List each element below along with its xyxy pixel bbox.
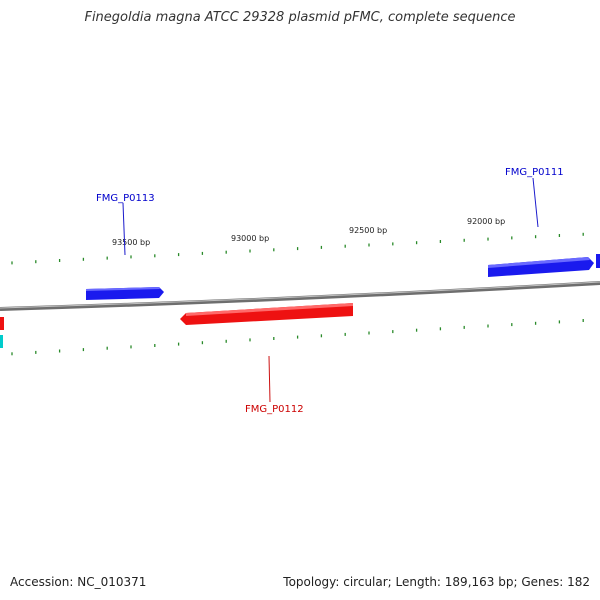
gene-fragment-right[interactable] xyxy=(596,254,600,268)
gene-label-FMG_P0112[interactable]: FMG_P0112 xyxy=(245,404,304,415)
gene-FMG_P0111[interactable] xyxy=(488,257,594,277)
plasmid-backbone xyxy=(0,281,600,311)
scale-label-92500: 92500 bp xyxy=(349,226,387,235)
accession-label: Accession: NC_010371 xyxy=(10,575,147,589)
gene-label-FMG_P0113[interactable]: FMG_P0113 xyxy=(96,193,155,204)
gene-label-FMG_P0111[interactable]: FMG_P0111 xyxy=(505,167,564,178)
leader-FMG_P0113 xyxy=(122,202,126,256)
scale-label-93500: 93500 bp xyxy=(112,238,150,247)
gene-FMG_P0112[interactable] xyxy=(180,303,353,325)
inner-scale-ticks xyxy=(11,319,584,356)
sequence-summary: Topology: circular; Length: 189,163 bp; … xyxy=(283,575,590,589)
outer-scale-ticks xyxy=(11,232,584,265)
map-title: Finegoldia magna ATCC 29328 plasmid pFMC… xyxy=(84,10,516,25)
leader-FMG_P0111 xyxy=(532,177,539,228)
gene-FMG_P0113[interactable] xyxy=(86,287,164,300)
gene-fragment-left-cyan[interactable] xyxy=(0,335,3,348)
gene-fragment-left-red[interactable] xyxy=(0,317,4,330)
scale-label-93000: 93000 bp xyxy=(231,234,269,243)
scale-label-92000: 92000 bp xyxy=(467,217,505,226)
leader-FMG_P0112 xyxy=(268,355,271,403)
